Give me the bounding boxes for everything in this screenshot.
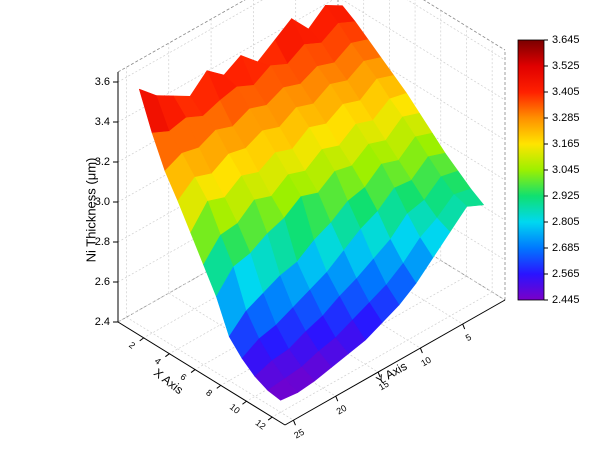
y-tick — [462, 323, 466, 330]
surface-cell — [267, 378, 298, 401]
x-tick — [267, 416, 273, 421]
x-tick-label: 12 — [254, 418, 268, 432]
z-tick-label: 3.4 — [95, 116, 110, 128]
colorbar-tick-label: 3.165 — [552, 138, 580, 150]
y-tick — [335, 395, 339, 402]
colorbar-tick-label: 3.045 — [552, 164, 580, 176]
x-tick — [216, 384, 222, 389]
x-tick-label: 8 — [204, 387, 214, 398]
y-tick-label: 15 — [377, 379, 391, 393]
y-tick — [292, 420, 296, 426]
y-tick — [419, 347, 423, 354]
z-axis-title: Ni Thickness (μm) — [83, 158, 98, 263]
x-tick-label: 10 — [228, 402, 242, 416]
y-axis — [284, 299, 506, 426]
colorbar-tick-label: 2.445 — [552, 294, 580, 306]
z-tick-label: 2.6 — [95, 276, 110, 288]
colorbar-tick-label: 3.645 — [552, 34, 580, 46]
y-tick — [377, 371, 381, 378]
colorbar-tick-label: 2.925 — [552, 190, 580, 202]
y-tick-label: 25 — [292, 427, 306, 441]
y-axis-title: Y Axis — [374, 359, 410, 388]
y-tick-label: 20 — [335, 403, 349, 417]
z-tick-label: 3.6 — [95, 76, 110, 88]
z-tick-label: 3.0 — [95, 196, 110, 208]
box-edge — [117, 0, 246, 73]
z-tick-label: 2.4 — [95, 316, 110, 328]
x-tick — [139, 337, 144, 342]
y-tick-label: 5 — [464, 332, 473, 343]
grid-line — [168, 292, 336, 397]
y-tick-label: 10 — [419, 355, 433, 369]
grid-line — [342, 0, 506, 101]
grid-line — [126, 316, 294, 421]
colorbar-tick-label: 3.405 — [552, 86, 580, 98]
x-tick — [190, 369, 196, 373]
z-tick-label: 3.2 — [95, 156, 110, 168]
colorbar-tick-label: 2.805 — [552, 216, 580, 228]
colorbar-tick-label: 3.525 — [552, 60, 580, 72]
x-tick-label: 2 — [127, 340, 137, 351]
x-axis-title: X Axis — [151, 366, 186, 398]
x-tick-label: 4 — [153, 356, 163, 367]
colorbar-tick-label: 3.285 — [552, 112, 580, 124]
colorbar-tick-label: 2.685 — [552, 242, 580, 254]
colorbar-tick-label: 2.565 — [552, 268, 580, 280]
colorbar — [517, 39, 545, 301]
x-tick — [242, 400, 247, 405]
x-tick — [165, 353, 170, 358]
x-tick-label: 6 — [178, 372, 188, 383]
z-tick-label: 2.8 — [95, 236, 110, 248]
x-axis — [117, 321, 286, 426]
